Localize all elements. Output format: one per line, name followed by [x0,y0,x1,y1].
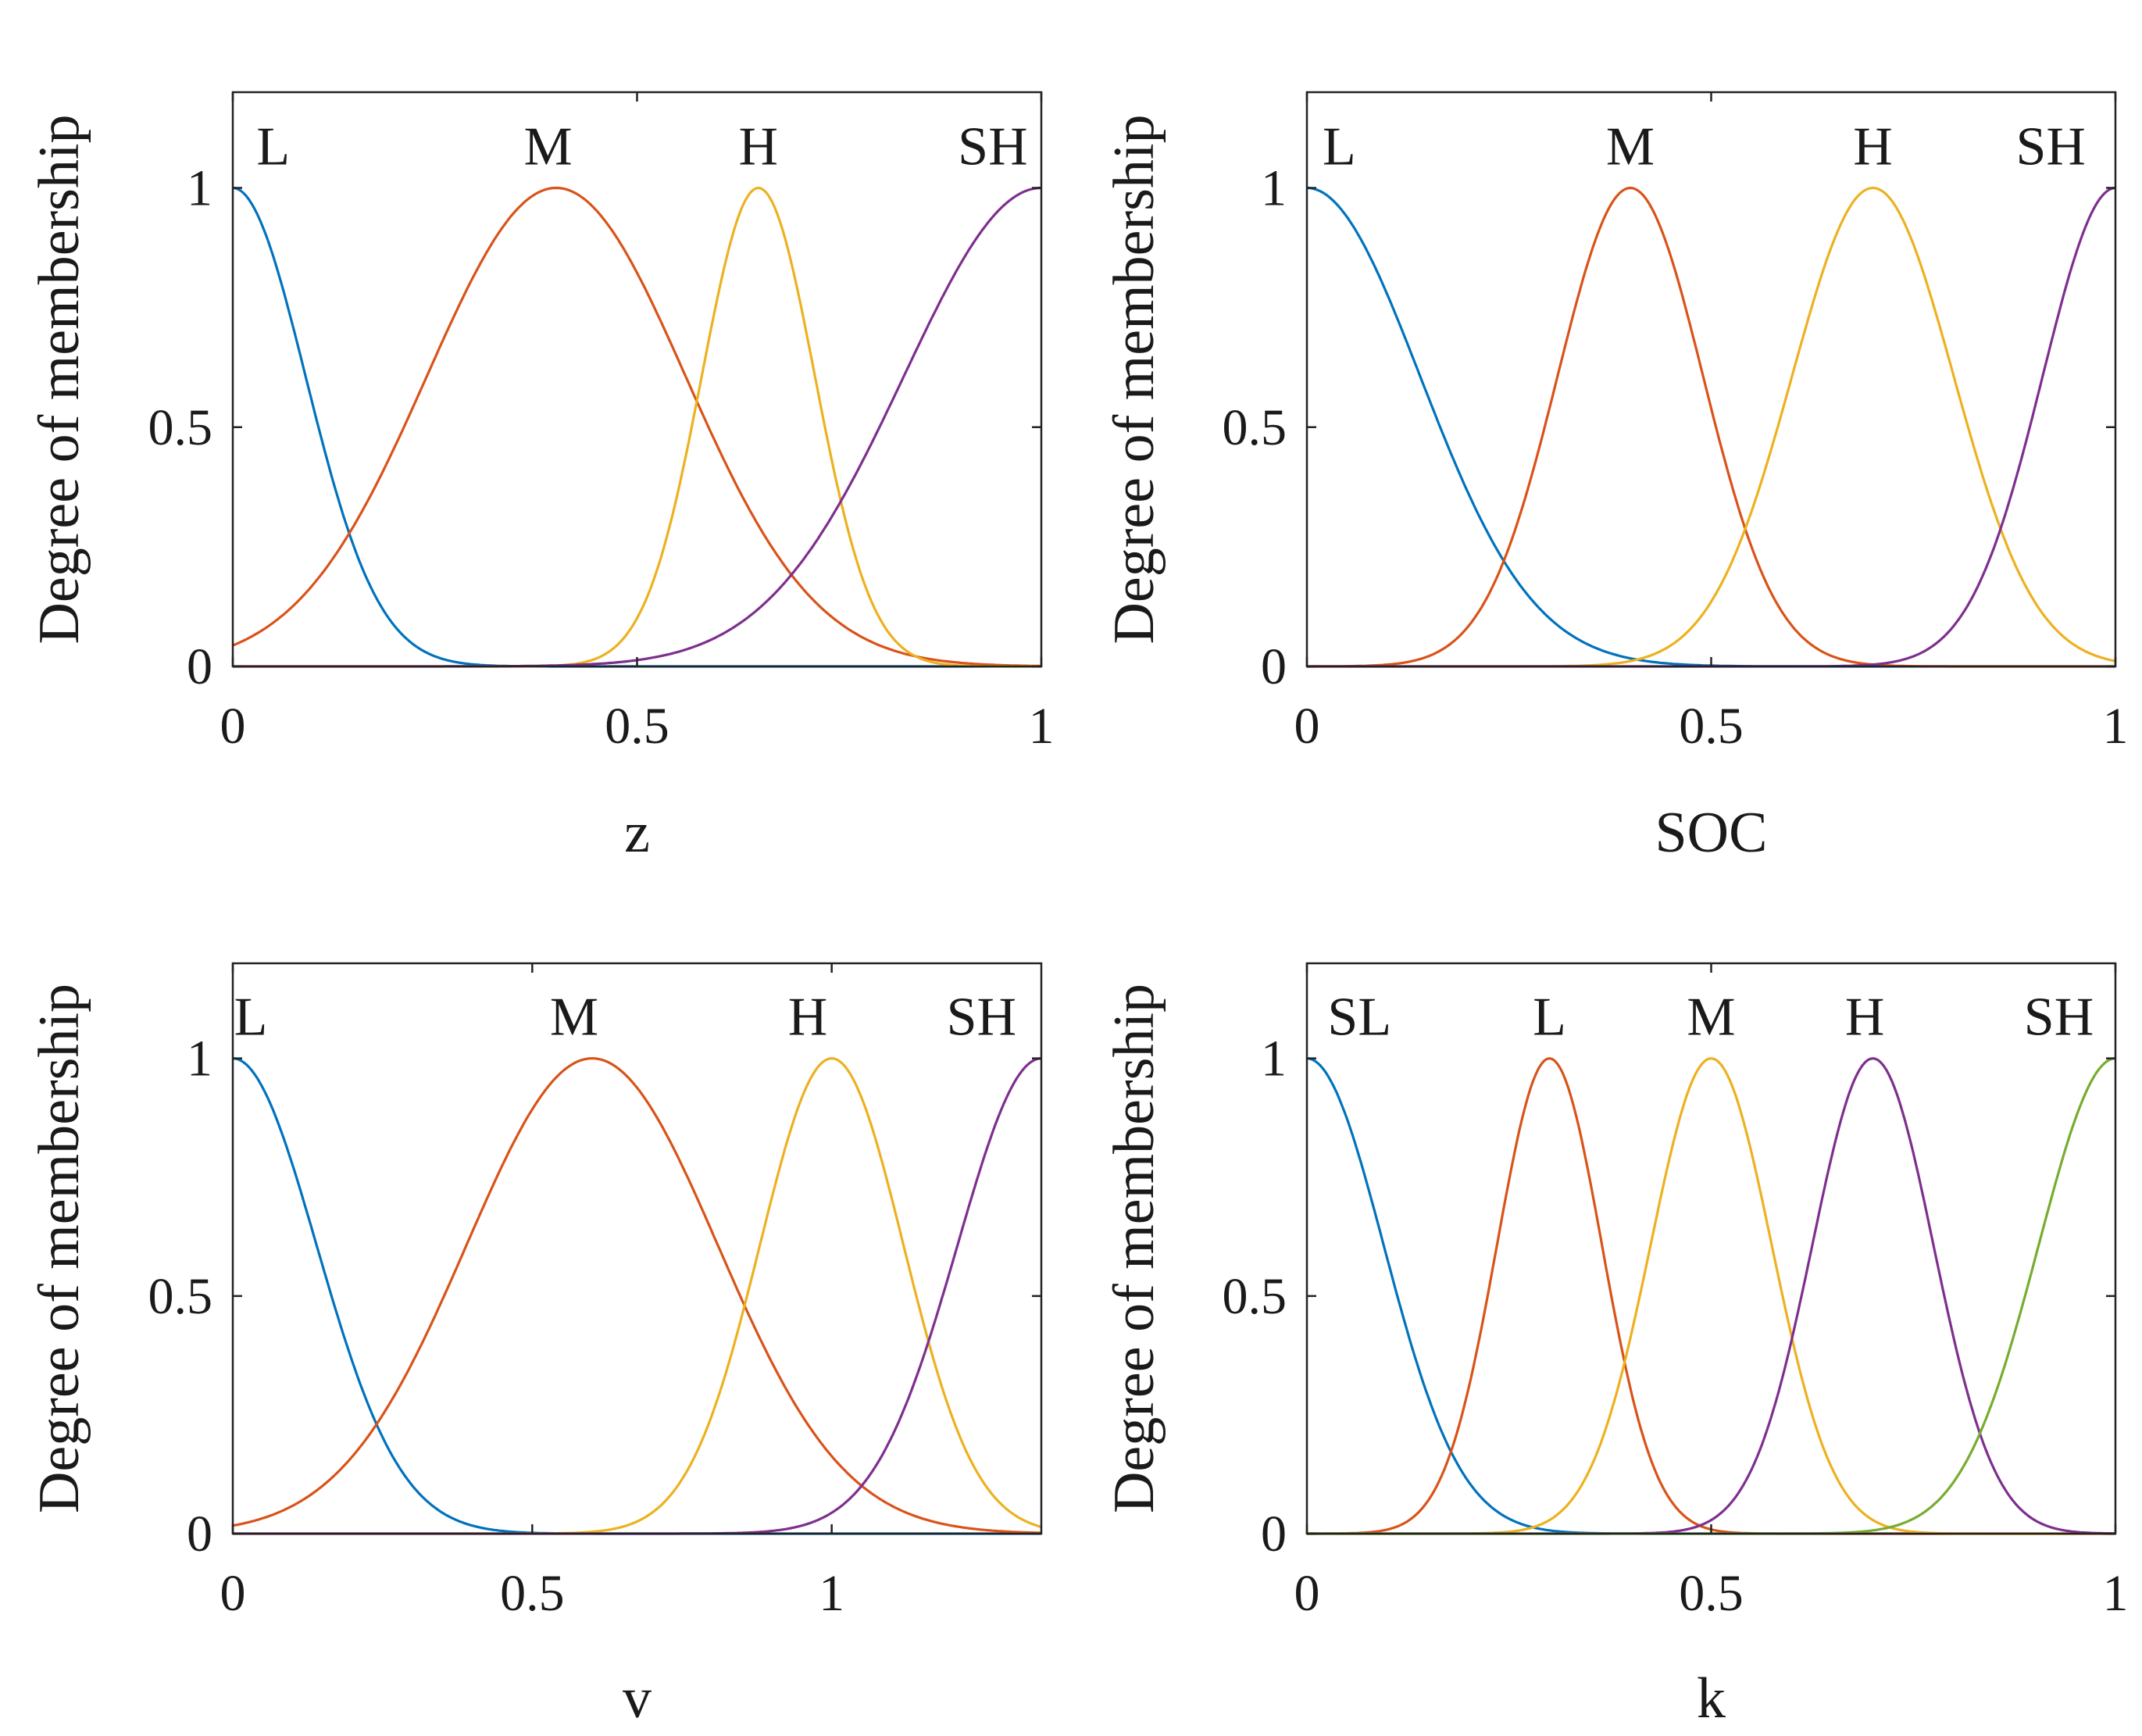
x-tick-label: 1 [2103,1565,2129,1622]
mf-label-l: L [234,988,268,1048]
mf-label-h: H [788,988,828,1048]
y-axis-label: Degree of membership [27,984,91,1513]
x-tick-label: 1 [819,1565,844,1622]
axes-frame [231,962,1043,1535]
x-tick-label: 0 [1294,1565,1320,1622]
y-tick-label: 0 [187,638,212,695]
y-tick-label: 1 [187,160,212,217]
y-tick-label: 1 [187,1031,212,1088]
mf-curve-h [233,1057,1042,1535]
mf-label-sh: SH [958,117,1027,177]
subplot-3: 0 0.5 1 0 0.5 1 v Degree of membership L M H SH [27,962,1043,1731]
mf-label-sh: SH [947,988,1016,1048]
mf-label-l: L [256,117,290,177]
y-tick-label: 0.5 [148,1268,213,1325]
x-tick-label: 0.5 [1679,698,1744,755]
y-tick-label: 0 [1261,638,1287,695]
mf-curve-sh [1307,186,2116,668]
mf-curve-l [1307,1057,2115,1535]
subplot-1: 0 0.5 1 0 0.5 1 z Degree of membership L M H SH [27,91,1055,865]
y-axis-label: Degree of membership [1102,984,1166,1513]
x-axis-label: z [624,801,650,865]
mf-label-m: M [1687,988,1735,1048]
mf-curve-h [233,186,1041,668]
mf-curve-h [1307,1057,2115,1535]
mf-label-m: M [524,117,573,177]
mf-label-m: M [1606,117,1655,177]
mf-curve-m [232,186,1042,668]
mf-curve-m [1307,186,2115,668]
x-axis-label: k [1697,1666,1726,1731]
subplot-2: 0 0.5 1 0 0.5 1 SOC Degree of membership L M H SH [1102,91,2129,865]
x-tick-label: 0.5 [605,698,669,755]
y-tick-label: 0.5 [1223,1268,1287,1325]
axes-frame [1305,91,2117,668]
x-tick-label: 0.5 [1679,1565,1744,1622]
mf-curve-sh [233,186,1042,668]
mf-label-m: M [550,988,598,1048]
mf-curve-l [232,186,1041,668]
subplot-4: 0 0.5 1 0 0.5 1 k Degree of membership SL L M H SH [1102,962,2129,1731]
y-tick-label: 0.5 [1223,399,1287,456]
mf-curve-l [1306,186,2115,668]
y-tick-label: 0.5 [148,399,213,456]
y-tick-label: 0 [187,1506,212,1563]
y-axis-label: Degree of membership [1102,114,1166,644]
x-axis-label: SOC [1655,801,1768,865]
x-tick-label: 0 [220,1565,246,1622]
mf-label-h: H [738,117,778,177]
mf-label-l: L [1323,117,1356,177]
mf-curve-sl [1306,1057,2115,1535]
mf-curve-sh [1307,1057,2116,1535]
x-tick-label: 0 [1294,698,1320,755]
mf-label-h: H [1845,988,1885,1048]
axes-frame [1305,962,2117,1535]
y-tick-label: 0 [1261,1506,1287,1563]
mf-curve-m [232,1057,1042,1534]
y-axis-label: Degree of membership [27,114,91,644]
mf-curve-l [232,1057,1041,1535]
mf-label-l: L [1533,988,1566,1048]
x-tick-label: 1 [1029,698,1055,755]
mf-label-sl: SL [1327,988,1391,1048]
mf-label-h: H [1853,117,1893,177]
mf-label-sh: SH [2024,988,2094,1048]
x-tick-label: 0 [220,698,246,755]
x-tick-label: 1 [2103,698,2129,755]
mf-label-sh: SH [2015,117,2085,177]
x-tick-label: 0.5 [500,1565,565,1622]
y-tick-label: 1 [1261,1031,1287,1088]
mf-curve-h [1307,186,2116,668]
mf-curve-sh [233,1057,1042,1535]
axes-frame [231,91,1043,668]
y-tick-label: 1 [1261,160,1287,217]
x-axis-label: v [623,1666,652,1731]
mf-curve-m [1307,1057,2115,1535]
